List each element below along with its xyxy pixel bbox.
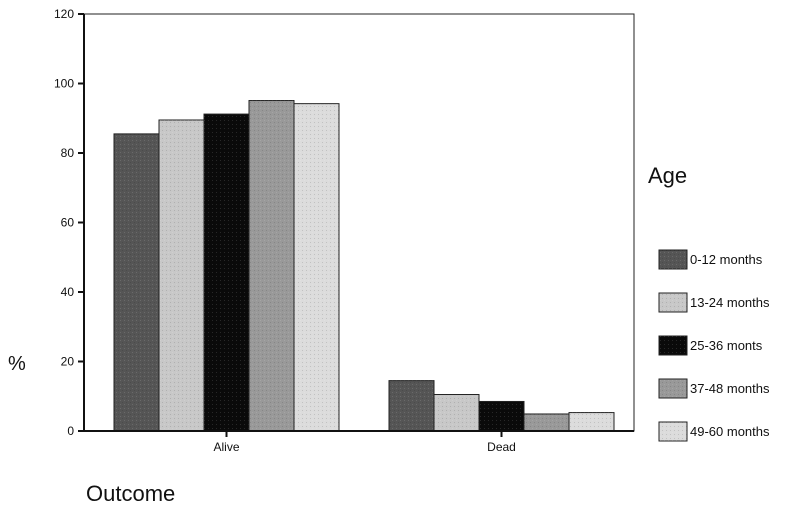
legend-swatch-texture [659,422,687,441]
bar-dead-1 [433,394,480,432]
legend: 0-12 months 13-24 months 25-36 monts 37-48 … [658,249,770,442]
legend-label: 13-24 months [690,295,770,310]
legend-title: Age [648,163,687,188]
y-tick-label: 80 [61,146,75,160]
bar-alive-2 [203,113,250,432]
bar-dead-2 [478,400,525,432]
y-tick-label: 0 [67,424,74,438]
legend-swatch-texture [659,379,687,398]
bar-dead-3 [523,413,570,432]
y-axis-label: % [8,353,26,375]
legend-label: 25-36 monts [690,338,763,353]
bar-alive-0 [113,133,160,432]
y-tick-label: 20 [61,355,75,369]
legend-swatch-texture [659,336,687,355]
legend-label: 37-48 months [690,381,770,396]
y-tick-label: 40 [61,285,75,299]
y-axis: 0 20 40 60 80 100 120 [54,7,85,438]
bar-alive-4 [293,103,340,432]
x-tick-label-alive: Alive [213,440,239,454]
y-tick-label: 60 [61,216,75,230]
legend-swatch-texture [659,250,687,269]
legend-label: 0-12 months [690,252,763,267]
bar-dead-0 [388,380,435,432]
legend-label: 49-60 months [690,424,770,439]
bar-alive-1 [158,119,205,432]
x-axis-label: Outcome [86,481,175,506]
legend-swatch-texture [659,293,687,312]
y-tick-label: 120 [54,7,74,21]
y-tick-label: 100 [54,77,74,91]
x-axis: Alive Dead [84,430,634,454]
bar-dead-4 [568,412,615,432]
bar-alive-3 [248,100,295,432]
x-tick-label-dead: Dead [487,440,516,454]
